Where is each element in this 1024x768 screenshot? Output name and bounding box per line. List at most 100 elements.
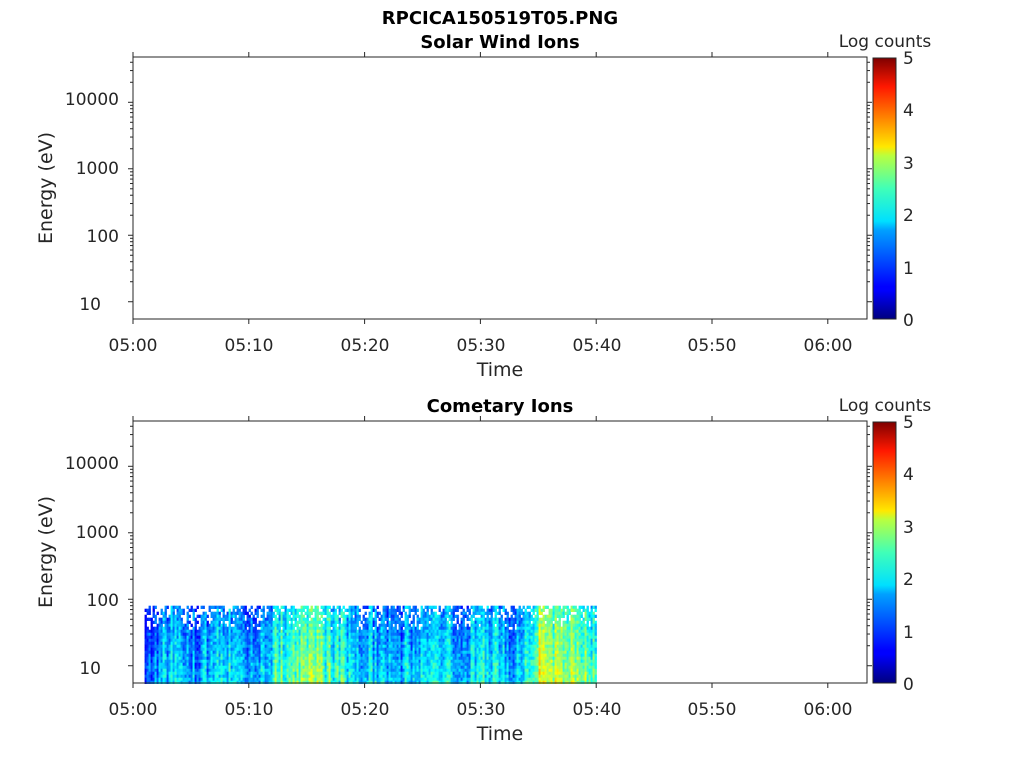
spectrogram-cell xyxy=(324,617,327,621)
spectrogram-cell xyxy=(210,677,213,681)
spectrogram-cell xyxy=(374,614,377,618)
spectrogram-cell xyxy=(244,608,247,612)
spectrogram-cell xyxy=(460,611,463,615)
spectrogram-cell xyxy=(492,635,495,639)
spectrogram-cell xyxy=(246,650,249,654)
spectrogram-cell xyxy=(382,638,385,642)
spectrogram-cell xyxy=(200,617,203,621)
spectrogram-cell xyxy=(264,626,267,630)
spectrogram-cell xyxy=(272,680,275,684)
spectrogram-cell xyxy=(324,611,327,615)
spectrogram-cell xyxy=(234,626,237,630)
spectrogram-cell xyxy=(400,659,403,663)
spectrogram-cell xyxy=(326,626,329,630)
spectrogram-cell xyxy=(234,644,237,648)
spectrogram-cell xyxy=(474,632,477,636)
spectrogram-cell xyxy=(272,662,275,666)
spectrogram-cell xyxy=(282,632,285,636)
spectrogram-cell xyxy=(454,641,457,645)
spectrogram-cell xyxy=(344,656,347,660)
spectrogram-cell xyxy=(484,647,487,651)
spectrogram-cell xyxy=(520,674,523,678)
spectrogram-cell xyxy=(232,632,235,636)
spectrogram-cell xyxy=(422,665,425,669)
spectrogram-cell xyxy=(490,671,493,675)
spectrogram-cell xyxy=(256,671,259,675)
spectrogram-cell xyxy=(198,635,201,639)
spectrogram-cell xyxy=(156,650,159,654)
spectrogram-cell xyxy=(494,620,497,624)
spectrogram-cell xyxy=(410,608,413,612)
spectrogram-cell xyxy=(474,635,477,639)
spectrogram-cell xyxy=(434,680,437,684)
spectrogram-cell xyxy=(282,665,285,669)
spectrogram-cell xyxy=(210,635,213,639)
spectrogram-cell xyxy=(298,614,301,618)
spectrogram-cell xyxy=(478,644,481,648)
spectrogram-cell xyxy=(364,677,367,681)
spectrogram-cell xyxy=(346,659,349,663)
spectrogram-cell xyxy=(428,665,431,669)
spectrogram-cell xyxy=(214,644,217,648)
spectrogram-cell xyxy=(266,623,269,627)
spectrogram-cell xyxy=(148,665,151,669)
spectrogram-cell xyxy=(230,680,233,684)
spectrogram-cell xyxy=(416,647,419,651)
spectrogram-cell xyxy=(376,674,379,678)
spectrogram-cell xyxy=(208,656,211,660)
spectrogram-cell xyxy=(230,617,233,621)
spectrogram-cell xyxy=(278,632,281,636)
spectrogram-cell xyxy=(228,644,231,648)
spectrogram-cell xyxy=(204,644,207,648)
spectrogram-cell xyxy=(148,671,151,675)
spectrogram-cell xyxy=(242,608,245,612)
spectrogram-cell xyxy=(386,668,389,672)
spectrogram-cell xyxy=(442,668,445,672)
spectrogram-cell xyxy=(280,677,283,681)
spectrogram-cell xyxy=(254,647,257,651)
spectrogram-cell xyxy=(398,668,401,672)
spectrogram-cell xyxy=(472,677,475,681)
spectrogram-cell xyxy=(500,605,503,609)
spectrogram-cell xyxy=(204,659,207,663)
spectrogram-cell xyxy=(368,662,371,666)
spectrogram-cell xyxy=(308,653,311,657)
spectrogram-cell xyxy=(152,605,155,609)
spectrogram-cell xyxy=(498,668,501,672)
spectrogram-cell xyxy=(488,656,491,660)
spectrogram-cell xyxy=(358,641,361,645)
spectrogram-cell xyxy=(528,626,531,630)
spectrogram-cell xyxy=(472,629,475,633)
spectrogram-cell xyxy=(474,611,477,615)
spectrogram-cell xyxy=(228,653,231,657)
spectrogram-cell xyxy=(358,614,361,618)
spectrogram-cell xyxy=(162,617,165,621)
spectrogram-cell xyxy=(462,680,465,684)
spectrogram-cell xyxy=(364,650,367,654)
spectrogram-cell xyxy=(448,617,451,621)
spectrogram-cell xyxy=(290,617,293,621)
spectrogram-cell xyxy=(254,632,257,636)
spectrogram-cell xyxy=(396,653,399,657)
spectrogram-cell xyxy=(546,665,549,669)
spectrogram-cell xyxy=(534,671,537,675)
spectrogram-cell xyxy=(542,608,545,612)
spectrogram-cell xyxy=(350,629,353,633)
spectrogram-cell xyxy=(154,626,157,630)
spectrogram-cell xyxy=(504,635,507,639)
spectrogram-cell xyxy=(504,638,507,642)
spectrogram-cell xyxy=(350,617,353,621)
spectrogram-cell xyxy=(468,647,471,651)
spectrogram-cell xyxy=(146,659,149,663)
spectrogram-cell xyxy=(452,650,455,654)
spectrogram-cell xyxy=(160,677,163,681)
spectrogram-cell xyxy=(166,635,169,639)
spectrogram-cell xyxy=(220,635,223,639)
spectrogram-cell xyxy=(144,635,147,639)
spectrogram-cell xyxy=(200,629,203,633)
spectrogram-cell xyxy=(530,671,533,675)
spectrogram-cell xyxy=(474,617,477,621)
spectrogram-cell xyxy=(392,644,395,648)
spectrogram-cell xyxy=(364,641,367,645)
spectrogram-cell xyxy=(206,647,209,651)
